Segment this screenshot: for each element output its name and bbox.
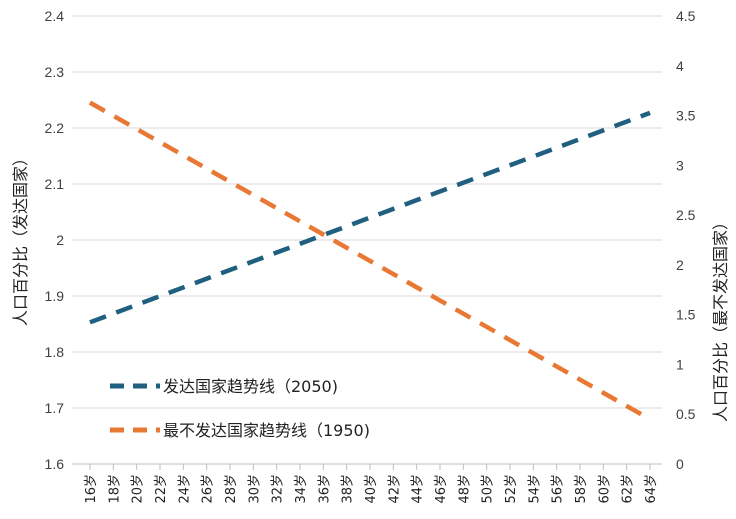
series-line-least-developed bbox=[88, 100, 652, 422]
x-tick-label: 42岁 bbox=[387, 474, 402, 504]
x-tick-label: 56岁 bbox=[551, 474, 566, 504]
x-tick-label: 32岁 bbox=[271, 474, 286, 504]
right-tick-label: 1 bbox=[676, 356, 684, 372]
right-tick-label: 3.5 bbox=[676, 108, 696, 124]
x-tick-label: 62岁 bbox=[621, 474, 636, 504]
x-tick-label: 36岁 bbox=[317, 474, 332, 504]
right-tick-label: 1.5 bbox=[676, 307, 696, 323]
right-tick-label: 0.5 bbox=[676, 406, 696, 422]
x-tick-label: 64岁 bbox=[644, 474, 659, 504]
series-line-developed bbox=[89, 110, 651, 325]
left-tick-label: 2 bbox=[56, 232, 64, 248]
left-axis-ticks: 1.6 1.7 1.8 1.9 2 2.1 2.2 2.3 2.4 bbox=[45, 8, 65, 472]
right-tick-label: 4.5 bbox=[676, 8, 696, 24]
x-tick-label: 28岁 bbox=[224, 474, 239, 504]
x-tick-label: 18岁 bbox=[107, 474, 122, 504]
right-tick-label: 4 bbox=[676, 58, 684, 74]
left-tick-label: 1.8 bbox=[45, 344, 65, 360]
x-tick-label: 52岁 bbox=[504, 474, 519, 504]
right-axis-ticks: 0 0.5 1 1.5 2 2.5 3 3.5 4 4.5 bbox=[676, 8, 696, 472]
left-tick-label: 2.4 bbox=[45, 8, 65, 24]
x-tick-label: 60岁 bbox=[597, 474, 612, 504]
x-tick-label: 46岁 bbox=[434, 474, 449, 504]
x-tick-label: 26岁 bbox=[201, 474, 216, 504]
x-tick-label: 22岁 bbox=[154, 474, 169, 504]
right-tick-label: 2 bbox=[676, 257, 684, 273]
legend-label-least-developed: 最不发达国家趋势线（1950) bbox=[163, 421, 370, 440]
left-tick-label: 2.3 bbox=[45, 64, 65, 80]
left-tick-label: 2.1 bbox=[45, 176, 65, 192]
left-tick-label: 2.2 bbox=[45, 120, 65, 136]
x-tick-label: 30岁 bbox=[247, 474, 262, 504]
x-tick-label: 16岁 bbox=[84, 474, 99, 504]
series-lines bbox=[88, 100, 652, 422]
x-axis-ticks: 16岁 18岁 20岁 22岁 24岁 26岁 28岁 30岁 32岁 34岁 36岁 38岁 40岁 4… bbox=[84, 464, 659, 504]
x-tick-label: 38岁 bbox=[341, 474, 356, 504]
x-tick-label: 24岁 bbox=[177, 474, 192, 504]
x-tick-label: 50岁 bbox=[481, 474, 496, 504]
x-tick-label: 54岁 bbox=[527, 474, 542, 504]
right-tick-label: 2.5 bbox=[676, 207, 696, 223]
right-tick-label: 0 bbox=[676, 456, 684, 472]
left-tick-label: 1.9 bbox=[45, 288, 65, 304]
x-tick-label: 58岁 bbox=[574, 474, 589, 504]
legend-label-developed: 发达国家趋势线（2050) bbox=[163, 377, 338, 396]
x-tick-label: 48岁 bbox=[457, 474, 472, 504]
right-tick-label: 3 bbox=[676, 157, 684, 173]
left-axis-title: 人口百分比（发达国家） bbox=[11, 150, 30, 326]
x-tick-label: 20岁 bbox=[131, 474, 146, 504]
left-tick-label: 1.6 bbox=[45, 456, 65, 472]
legend: 发达国家趋势线（2050) 最不发达国家趋势线（1950) bbox=[110, 377, 370, 440]
x-tick-label: 34岁 bbox=[294, 474, 309, 504]
right-axis-title: 人口百分比（最不发达国家） bbox=[711, 214, 730, 422]
gridlines bbox=[72, 15, 662, 465]
x-tick-label: 44岁 bbox=[411, 474, 426, 504]
x-tick-label: 40岁 bbox=[364, 474, 379, 504]
left-tick-label: 1.7 bbox=[45, 400, 65, 416]
